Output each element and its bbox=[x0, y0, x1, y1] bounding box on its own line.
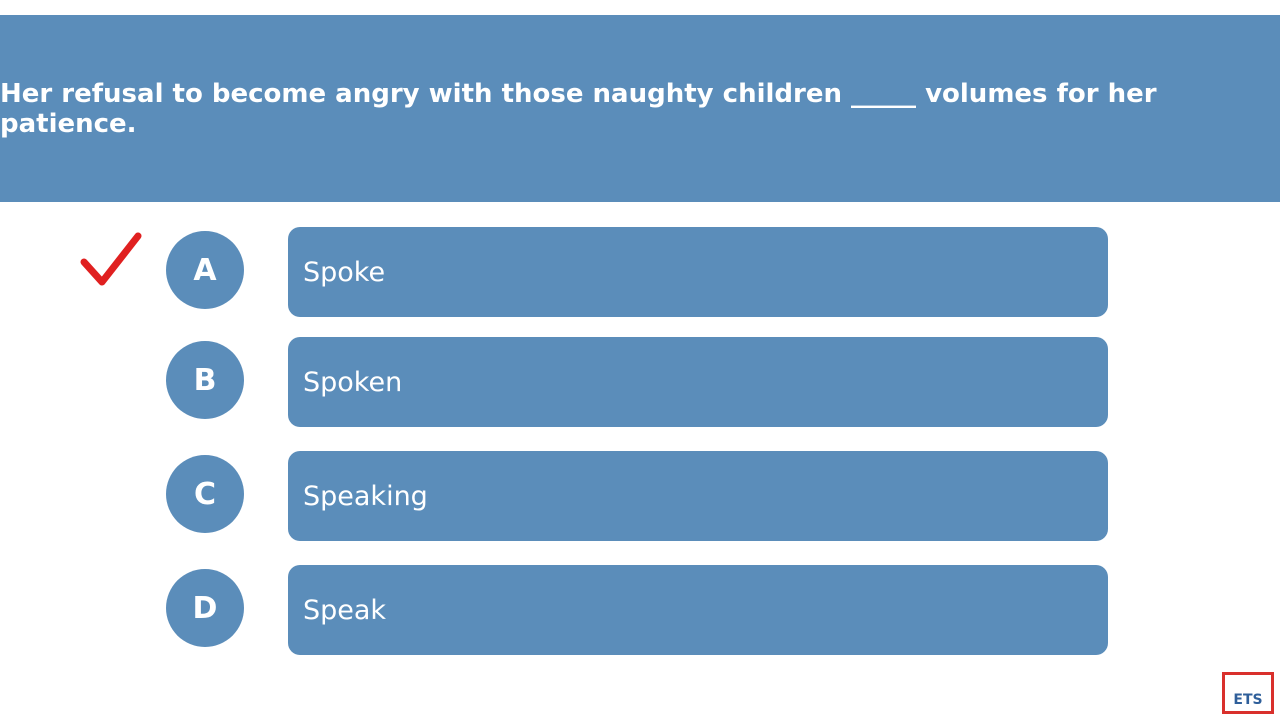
option-button[interactable]: Speak bbox=[288, 565, 1108, 655]
question-banner: Her refusal to become angry with those n… bbox=[0, 15, 1280, 202]
question-text: Her refusal to become angry with those n… bbox=[0, 78, 1157, 139]
option-letter[interactable]: B bbox=[166, 341, 244, 419]
option-letter[interactable]: A bbox=[166, 231, 244, 309]
option-button[interactable]: Spoke bbox=[288, 227, 1108, 317]
option-letter[interactable]: D bbox=[166, 569, 244, 647]
logo: ETS bbox=[1222, 672, 1274, 714]
check-mark bbox=[80, 232, 142, 286]
option-button[interactable]: Speaking bbox=[288, 451, 1108, 541]
option-button[interactable]: Spoken bbox=[288, 337, 1108, 427]
option-letter[interactable]: C bbox=[166, 455, 244, 533]
